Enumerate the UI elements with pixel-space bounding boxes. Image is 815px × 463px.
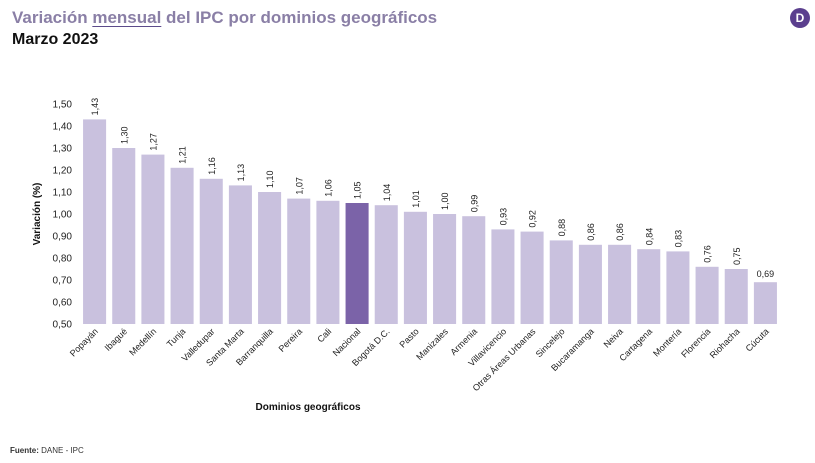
y-tick-label: 1,00 xyxy=(53,210,73,221)
data-label: 1,21 xyxy=(178,146,188,164)
bar xyxy=(170,167,194,324)
data-label: 1,05 xyxy=(353,181,363,199)
x-tick-label: Cúcuta xyxy=(744,326,771,353)
y-tick-label: 1,10 xyxy=(53,188,73,199)
bar xyxy=(549,240,573,324)
data-label: 1,10 xyxy=(265,170,275,188)
bar xyxy=(83,119,107,325)
y-tick-label: 1,50 xyxy=(53,100,73,111)
bar xyxy=(695,266,719,324)
x-tick-label: Pasto xyxy=(397,326,420,349)
bar xyxy=(608,244,632,324)
source-text: DANE - IPC xyxy=(41,446,84,455)
data-label: 1,30 xyxy=(119,126,129,144)
data-label: 1,06 xyxy=(323,179,333,197)
x-tick-label: Manizales xyxy=(414,326,450,362)
x-tick-label: Pereira xyxy=(277,326,305,354)
bar xyxy=(462,216,486,324)
x-tick-label: Ibagué xyxy=(103,326,130,353)
bar xyxy=(287,198,311,324)
data-label: 0,69 xyxy=(757,269,775,279)
data-label: 1,13 xyxy=(236,164,246,182)
data-label: 0,83 xyxy=(673,230,683,248)
y-tick-label: 1,20 xyxy=(53,166,73,177)
data-label: 0,92 xyxy=(528,210,538,228)
data-label: 0,93 xyxy=(498,208,508,226)
bar xyxy=(724,269,748,324)
bar xyxy=(316,200,340,324)
x-tick-label: Cali xyxy=(315,326,333,344)
source-note: Fuente: DANE - IPC xyxy=(10,446,84,455)
data-label: 1,43 xyxy=(90,98,100,116)
bar-chart: 0,50 0,60 0,70 0,80 0,90 1,00 1,10 1,20 1,30 1,40… xyxy=(32,98,777,413)
y-tick-label: 0,70 xyxy=(53,276,73,287)
bar xyxy=(520,231,544,324)
title-part-1: Variación xyxy=(12,8,93,27)
data-label: 0,88 xyxy=(557,219,567,237)
bar xyxy=(491,229,515,324)
data-label: 1,16 xyxy=(207,157,217,175)
data-label: 1,00 xyxy=(440,192,450,210)
source-label: Fuente: xyxy=(10,446,39,455)
y-tick-label: 1,40 xyxy=(53,122,73,133)
chart-subtitle: Marzo 2023 xyxy=(12,31,99,48)
bar xyxy=(141,154,165,324)
bar xyxy=(433,214,457,324)
bar xyxy=(637,249,661,324)
data-label: 0,99 xyxy=(469,195,479,213)
y-tick-label: 0,60 xyxy=(53,298,73,309)
x-tick-label: Riohacha xyxy=(708,326,742,360)
x-tick-label: Popayán xyxy=(68,326,100,358)
x-tick-label: Tunja xyxy=(165,326,188,349)
data-label: 1,07 xyxy=(294,177,304,195)
bar xyxy=(666,251,690,324)
y-tick-label: 0,50 xyxy=(53,320,73,331)
data-label: 0,86 xyxy=(615,223,625,241)
y-tick-label: 0,80 xyxy=(53,254,73,265)
bar xyxy=(112,148,136,324)
y-axis-title: Variación (%) xyxy=(32,183,43,246)
data-label: 1,04 xyxy=(382,184,392,202)
x-tick-label: Neiva xyxy=(602,326,625,349)
data-label: 1,01 xyxy=(411,190,421,208)
x-tick-label: Medellín xyxy=(127,326,158,357)
x-tick-label: Florencia xyxy=(679,326,712,359)
data-label: 0,84 xyxy=(644,228,654,246)
data-label: 0,86 xyxy=(586,223,596,241)
x-tick-label: Montería xyxy=(651,326,683,358)
chart-title: Variación mensual del IPC por dominios g… xyxy=(12,8,437,28)
bar xyxy=(345,203,369,324)
bar xyxy=(258,192,282,324)
bar xyxy=(753,282,777,324)
bar xyxy=(578,244,602,324)
bar xyxy=(403,211,427,324)
data-label: 1,27 xyxy=(148,133,158,151)
y-tick-label: 0,90 xyxy=(53,232,73,243)
bar xyxy=(199,178,223,324)
bar xyxy=(374,205,398,324)
x-axis-title: Dominios geográficos xyxy=(255,402,360,413)
dane-logo-icon: D xyxy=(790,8,810,28)
data-label: 0,75 xyxy=(732,247,742,265)
title-part-2: del IPC por dominios geográficos xyxy=(161,8,438,27)
title-underlined-word: mensual xyxy=(92,8,162,27)
y-tick-label: 1,30 xyxy=(53,144,73,155)
bar xyxy=(228,185,252,324)
data-label: 0,76 xyxy=(703,245,713,263)
